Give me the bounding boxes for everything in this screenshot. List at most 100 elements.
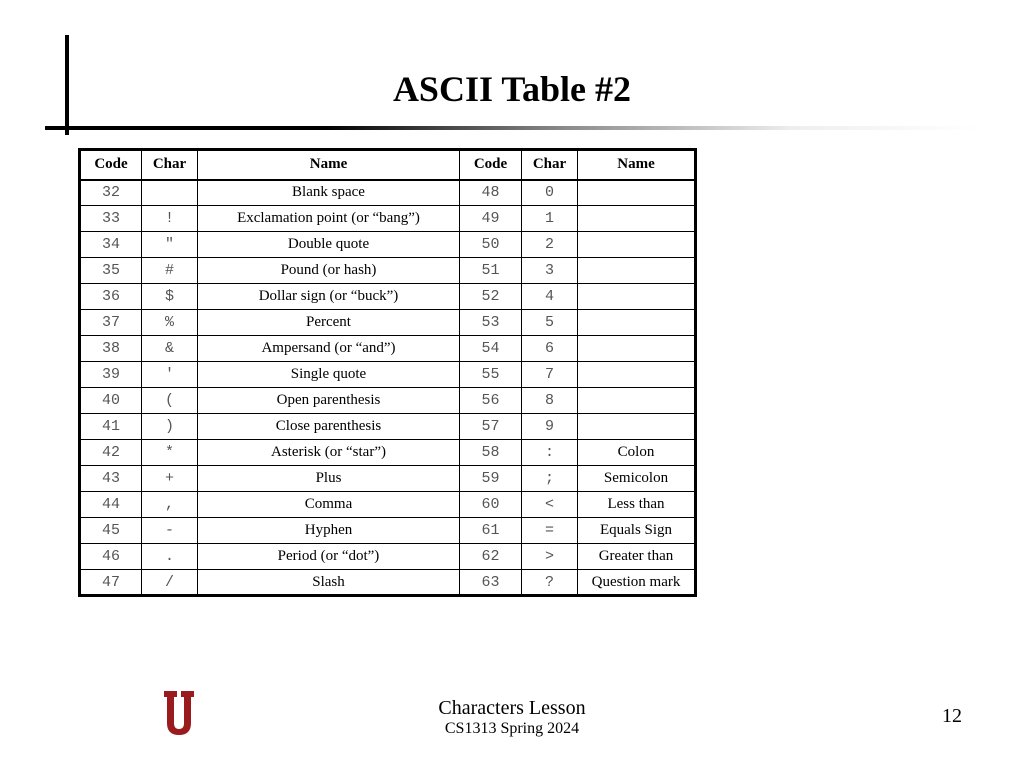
ascii-table: Code Char Name Code Char Name 32 Blank s… [78, 148, 697, 597]
table-row: 34"Double quote502 [80, 232, 696, 258]
table-cell: 40 [80, 388, 142, 414]
table-cell: 59 [460, 466, 522, 492]
table-cell: Greater than [578, 544, 696, 570]
table-cell: ( [142, 388, 198, 414]
table-cell: 48 [460, 180, 522, 206]
table-cell: Close parenthesis [198, 414, 460, 440]
table-cell: Double quote [198, 232, 460, 258]
table-cell: : [522, 440, 578, 466]
table-cell: Hyphen [198, 518, 460, 544]
table-cell [578, 414, 696, 440]
table-cell: 2 [522, 232, 578, 258]
table-cell: 60 [460, 492, 522, 518]
table-cell: 63 [460, 570, 522, 596]
table-cell: 3 [522, 258, 578, 284]
col-header-name-1: Name [198, 150, 460, 180]
table-cell: 36 [80, 284, 142, 310]
table-cell: + [142, 466, 198, 492]
table-cell [578, 336, 696, 362]
table-cell [142, 180, 198, 206]
table-cell: 61 [460, 518, 522, 544]
table-row: 44,Comma60<Less than [80, 492, 696, 518]
table-cell: 57 [460, 414, 522, 440]
table-row: 42*Asterisk (or “star”)58:Colon [80, 440, 696, 466]
table-cell: 39 [80, 362, 142, 388]
footer-text: Characters Lesson CS1313 Spring 2024 [0, 697, 1024, 738]
table-cell: Ampersand (or “and”) [198, 336, 460, 362]
table-cell [578, 310, 696, 336]
table-cell: 47 [80, 570, 142, 596]
table-row: 41)Close parenthesis579 [80, 414, 696, 440]
footer-lesson-title: Characters Lesson [0, 697, 1024, 720]
table-cell: Plus [198, 466, 460, 492]
table-cell: - [142, 518, 198, 544]
table-cell: 8 [522, 388, 578, 414]
slide-footer: Characters Lesson CS1313 Spring 2024 12 [0, 684, 1024, 740]
table-cell: & [142, 336, 198, 362]
table-row: 43+Plus59;Semicolon [80, 466, 696, 492]
table-cell: , [142, 492, 198, 518]
table-cell: Period (or “dot”) [198, 544, 460, 570]
table-cell: ! [142, 206, 198, 232]
page-number: 12 [942, 705, 962, 728]
table-cell: 54 [460, 336, 522, 362]
table-cell: * [142, 440, 198, 466]
table-cell: Single quote [198, 362, 460, 388]
table-row: 37%Percent535 [80, 310, 696, 336]
table-cell: # [142, 258, 198, 284]
table-cell: Blank space [198, 180, 460, 206]
table-cell: Comma [198, 492, 460, 518]
table-cell: Slash [198, 570, 460, 596]
table-cell: Pound (or hash) [198, 258, 460, 284]
table-cell: 49 [460, 206, 522, 232]
table-cell: 51 [460, 258, 522, 284]
table-cell: 50 [460, 232, 522, 258]
table-cell: Less than [578, 492, 696, 518]
table-cell: " [142, 232, 198, 258]
table-cell: 56 [460, 388, 522, 414]
table-cell [578, 284, 696, 310]
table-cell: 6 [522, 336, 578, 362]
table-cell: / [142, 570, 198, 596]
table-cell: ' [142, 362, 198, 388]
table-cell: 53 [460, 310, 522, 336]
table-cell: 44 [80, 492, 142, 518]
table-cell: 33 [80, 206, 142, 232]
table-cell: < [522, 492, 578, 518]
table-cell [578, 232, 696, 258]
table-cell: 55 [460, 362, 522, 388]
table-cell: ) [142, 414, 198, 440]
col-header-code-1: Code [80, 150, 142, 180]
table-row: 45-Hyphen61=Equals Sign [80, 518, 696, 544]
table-cell: Exclamation point (or “bang”) [198, 206, 460, 232]
table-row: 47/Slash63?Question mark [80, 570, 696, 596]
table-cell: 0 [522, 180, 578, 206]
table-cell: 7 [522, 362, 578, 388]
table-cell: 52 [460, 284, 522, 310]
table-cell: Asterisk (or “star”) [198, 440, 460, 466]
table-cell [578, 206, 696, 232]
table-cell: Semicolon [578, 466, 696, 492]
table-cell: ? [522, 570, 578, 596]
footer-course-code: CS1313 Spring 2024 [0, 720, 1024, 738]
table-cell [578, 258, 696, 284]
table-cell: 9 [522, 414, 578, 440]
table-row: 36$Dollar sign (or “buck”)524 [80, 284, 696, 310]
col-header-char-1: Char [142, 150, 198, 180]
table-cell [578, 388, 696, 414]
table-cell [578, 362, 696, 388]
table-cell: % [142, 310, 198, 336]
col-header-name-2: Name [578, 150, 696, 180]
table-row: 33!Exclamation point (or “bang”)491 [80, 206, 696, 232]
table-cell: 43 [80, 466, 142, 492]
table-row: 35#Pound (or hash)513 [80, 258, 696, 284]
table-cell: 32 [80, 180, 142, 206]
table-cell: $ [142, 284, 198, 310]
table-row: 39'Single quote557 [80, 362, 696, 388]
table-cell: 37 [80, 310, 142, 336]
table-cell: Dollar sign (or “buck”) [198, 284, 460, 310]
table-cell: 1 [522, 206, 578, 232]
table-row: 32 Blank space480 [80, 180, 696, 206]
table-row: 38&Ampersand (or “and”)546 [80, 336, 696, 362]
ascii-table-container: Code Char Name Code Char Name 32 Blank s… [78, 148, 697, 597]
